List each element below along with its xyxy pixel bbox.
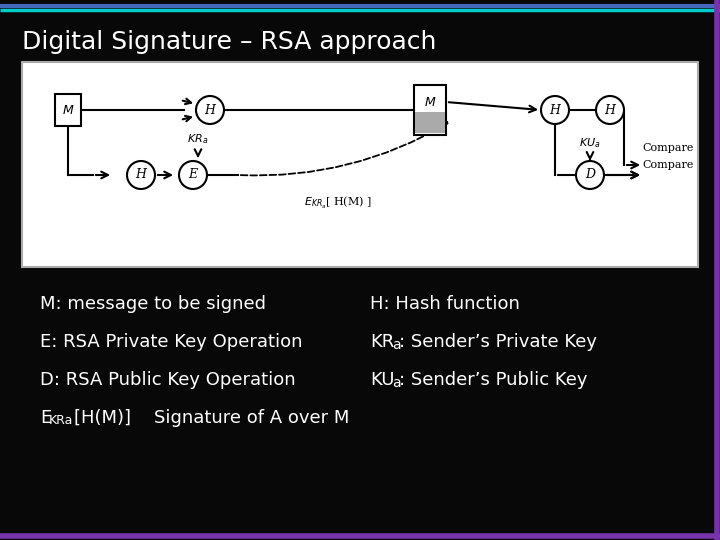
Text: Compare: Compare xyxy=(642,160,693,170)
Text: H: H xyxy=(135,168,146,181)
Text: [H(M)]    Signature of A over M: [H(M)] Signature of A over M xyxy=(74,409,349,427)
Text: E: E xyxy=(40,409,51,427)
Text: $M$: $M$ xyxy=(62,104,74,117)
Text: H: H xyxy=(605,104,616,117)
Circle shape xyxy=(576,161,604,189)
Text: M: message to be signed: M: message to be signed xyxy=(40,295,266,313)
Text: Compare: Compare xyxy=(642,143,693,153)
Text: KRa: KRa xyxy=(49,414,73,427)
Text: H: H xyxy=(549,104,560,117)
Text: $KR_a$: $KR_a$ xyxy=(187,132,209,146)
Text: a: a xyxy=(392,338,400,352)
Text: Digital Signature – RSA approach: Digital Signature – RSA approach xyxy=(22,30,436,54)
Text: KR: KR xyxy=(370,333,395,351)
Bar xyxy=(415,112,445,133)
Text: E: E xyxy=(189,168,197,181)
Circle shape xyxy=(196,96,224,124)
Text: D: D xyxy=(585,168,595,181)
Text: D: RSA Public Key Operation: D: RSA Public Key Operation xyxy=(40,371,296,389)
Circle shape xyxy=(179,161,207,189)
Text: KU: KU xyxy=(370,371,395,389)
Text: $KU_a$: $KU_a$ xyxy=(579,136,600,150)
Circle shape xyxy=(127,161,155,189)
Text: : Sender’s Private Key: : Sender’s Private Key xyxy=(399,333,597,351)
Circle shape xyxy=(541,96,569,124)
Text: $M$: $M$ xyxy=(424,96,436,109)
Text: H: Hash function: H: Hash function xyxy=(370,295,520,313)
Text: : Sender’s Public Key: : Sender’s Public Key xyxy=(399,371,588,389)
Bar xyxy=(55,94,81,126)
Text: H: H xyxy=(204,104,215,117)
Text: a: a xyxy=(392,376,400,390)
Bar xyxy=(414,85,446,135)
Text: E: RSA Private Key Operation: E: RSA Private Key Operation xyxy=(40,333,302,351)
Circle shape xyxy=(596,96,624,124)
Bar xyxy=(22,62,698,267)
Text: $E_{KR_a}$[ H(M) ]: $E_{KR_a}$[ H(M) ] xyxy=(304,195,372,211)
